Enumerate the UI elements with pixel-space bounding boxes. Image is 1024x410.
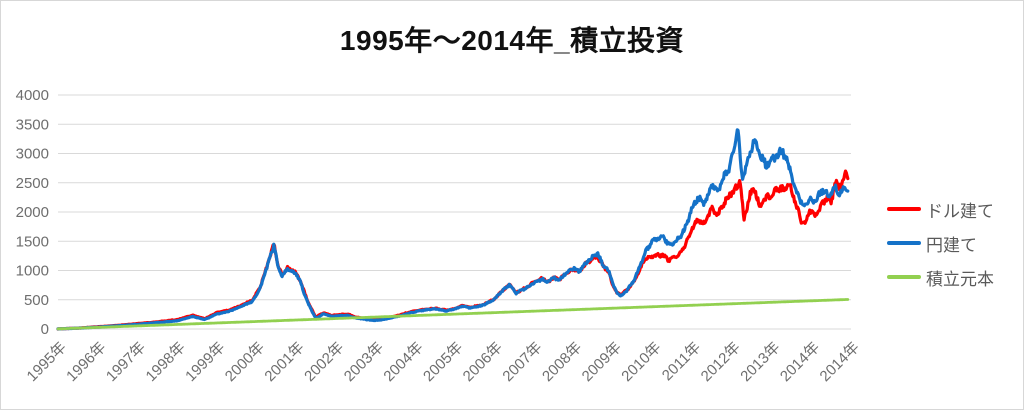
y-axis-tick-label: 4000 [16, 87, 49, 104]
x-axis-tick-label: 1997年 [103, 339, 149, 385]
x-axis-tick-label: 2001年 [262, 339, 308, 385]
x-axis-tick-label: 2009年 [579, 339, 625, 385]
x-axis-tick-label: 2011年 [659, 339, 704, 384]
x-axis-tick-label: 1999年 [182, 339, 228, 385]
legend-line-swatch [887, 275, 921, 279]
x-axis-tick-label: 2010年 [618, 339, 664, 385]
x-axis-tick-label: 2006年 [460, 339, 506, 385]
y-axis-tick-label: 3000 [16, 146, 49, 163]
x-axis-tick-label: 1998年 [143, 339, 189, 385]
legend-label: ドル建て [926, 201, 994, 221]
x-axis-tick-label: 2005年 [420, 339, 466, 385]
x-axis-tick-label: 1995年 [24, 339, 70, 385]
x-axis-tick-label: 2004年 [380, 339, 426, 385]
x-axis-tick-label: 2014年 [817, 339, 863, 385]
x-axis-tick-label: 2007年 [499, 339, 545, 385]
x-axis-tick-label: 2008年 [539, 339, 585, 385]
y-axis-tick-label: 2500 [16, 175, 49, 192]
x-axis-tick-label: 2014年 [777, 339, 823, 385]
legend-label: 円建て [926, 235, 977, 255]
y-axis-tick-label: 2000 [16, 204, 49, 221]
legend-item-yen[interactable]: 円建て [887, 233, 977, 255]
x-axis-tick-label: 2013年 [737, 339, 783, 385]
series-line-principal[interactable] [56, 298, 850, 331]
y-axis-tick-label: 500 [24, 292, 49, 309]
x-axis-tick-label: 2003年 [341, 339, 387, 385]
legend-line-swatch [887, 241, 921, 245]
x-axis-tick-label: 2000年 [222, 339, 268, 385]
x-axis-tick-label: 2012年 [698, 339, 744, 385]
series-line-yen[interactable] [56, 128, 850, 331]
y-axis-tick-label: 1000 [16, 263, 49, 280]
y-axis-tick-label: 0 [41, 321, 49, 338]
legend-label: 積立元本 [926, 269, 994, 289]
legend-item-dollar[interactable]: ドル建て [887, 199, 994, 221]
series-line-dollar[interactable] [56, 169, 850, 331]
y-axis-tick-label: 3500 [16, 116, 49, 133]
x-axis-tick-label: 1996年 [63, 339, 109, 385]
chart-title: 1995年〜2014年_積立投資 [339, 25, 685, 56]
legend-item-principal[interactable]: 積立元本 [887, 267, 994, 289]
legend-line-swatch [887, 207, 921, 211]
x-axis-tick-label: 2002年 [301, 339, 347, 385]
y-axis-tick-label: 1500 [16, 233, 49, 250]
